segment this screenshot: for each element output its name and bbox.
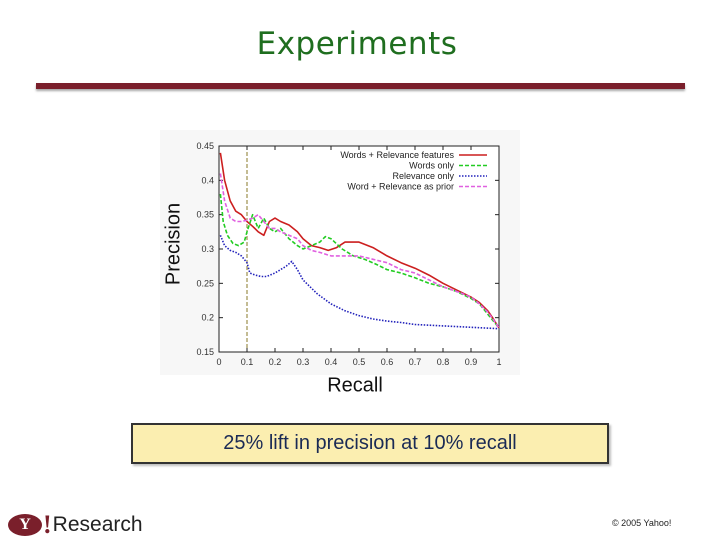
x-tick-label: 0.4 bbox=[325, 357, 338, 367]
x-tick-label: 0 bbox=[216, 357, 221, 367]
callout-text: 25% lift in precision at 10% recall bbox=[223, 432, 517, 454]
highlight-callout: 25% lift in precision at 10% recall bbox=[131, 423, 609, 464]
chart-image: 0.15 0.2 0.25 0.3 0.35 0.4 0.45 0 0.1 0.2 0.3 0.4 0… bbox=[160, 130, 520, 375]
yahoo-research-logo: Y ! Research bbox=[8, 510, 143, 540]
legend-label: Word + Relevance as prior bbox=[347, 182, 454, 192]
legend-label: Words only bbox=[409, 161, 454, 171]
logo-research-word: Research bbox=[52, 513, 143, 536]
x-tick-label: 0.2 bbox=[269, 357, 282, 367]
title-divider bbox=[36, 83, 685, 89]
series-line-word-relevance-as-prior bbox=[219, 173, 500, 329]
y-tick-label: 0.25 bbox=[196, 278, 214, 288]
y-tick-label: 0.2 bbox=[201, 313, 214, 323]
copyright-notice: © 2005 Yahoo! bbox=[612, 518, 672, 528]
x-tick-label: 0.8 bbox=[437, 357, 450, 367]
y-tick-label: 0.4 bbox=[201, 175, 214, 185]
x-tick-label: 0.7 bbox=[409, 357, 422, 367]
y-tick-label: 0.35 bbox=[196, 210, 214, 220]
y-axis-label: Precision bbox=[162, 202, 185, 286]
y-tick-label: 0.15 bbox=[196, 347, 214, 357]
x-tick-label: 0.9 bbox=[465, 357, 478, 367]
logo-exclamation: ! bbox=[43, 510, 52, 539]
x-tick-label: 0.5 bbox=[353, 357, 366, 367]
x-tick-label: 0.1 bbox=[241, 357, 254, 367]
precision-recall-chart: 0.15 0.2 0.25 0.3 0.35 0.4 0.45 0 0.1 0.2 0.3 0.4 0… bbox=[196, 141, 501, 367]
x-tick-label: 0.6 bbox=[381, 357, 394, 367]
series-line-words-only bbox=[219, 194, 500, 329]
legend-label: Relevance only bbox=[392, 171, 454, 181]
y-tick-label: 0.45 bbox=[196, 141, 214, 151]
legend-label: Words + Relevance features bbox=[340, 150, 454, 160]
series-line-words-relevance-features bbox=[219, 152, 500, 329]
plot-frame bbox=[218, 145, 500, 353]
x-axis-label: Recall bbox=[327, 374, 383, 397]
x-tick-label: 1 bbox=[496, 357, 501, 367]
logo-y-mark: Y bbox=[8, 514, 42, 536]
slide-title: Experiments bbox=[256, 26, 458, 62]
x-tick-label: 0.3 bbox=[297, 357, 310, 367]
y-tick-label: 0.3 bbox=[201, 244, 214, 254]
